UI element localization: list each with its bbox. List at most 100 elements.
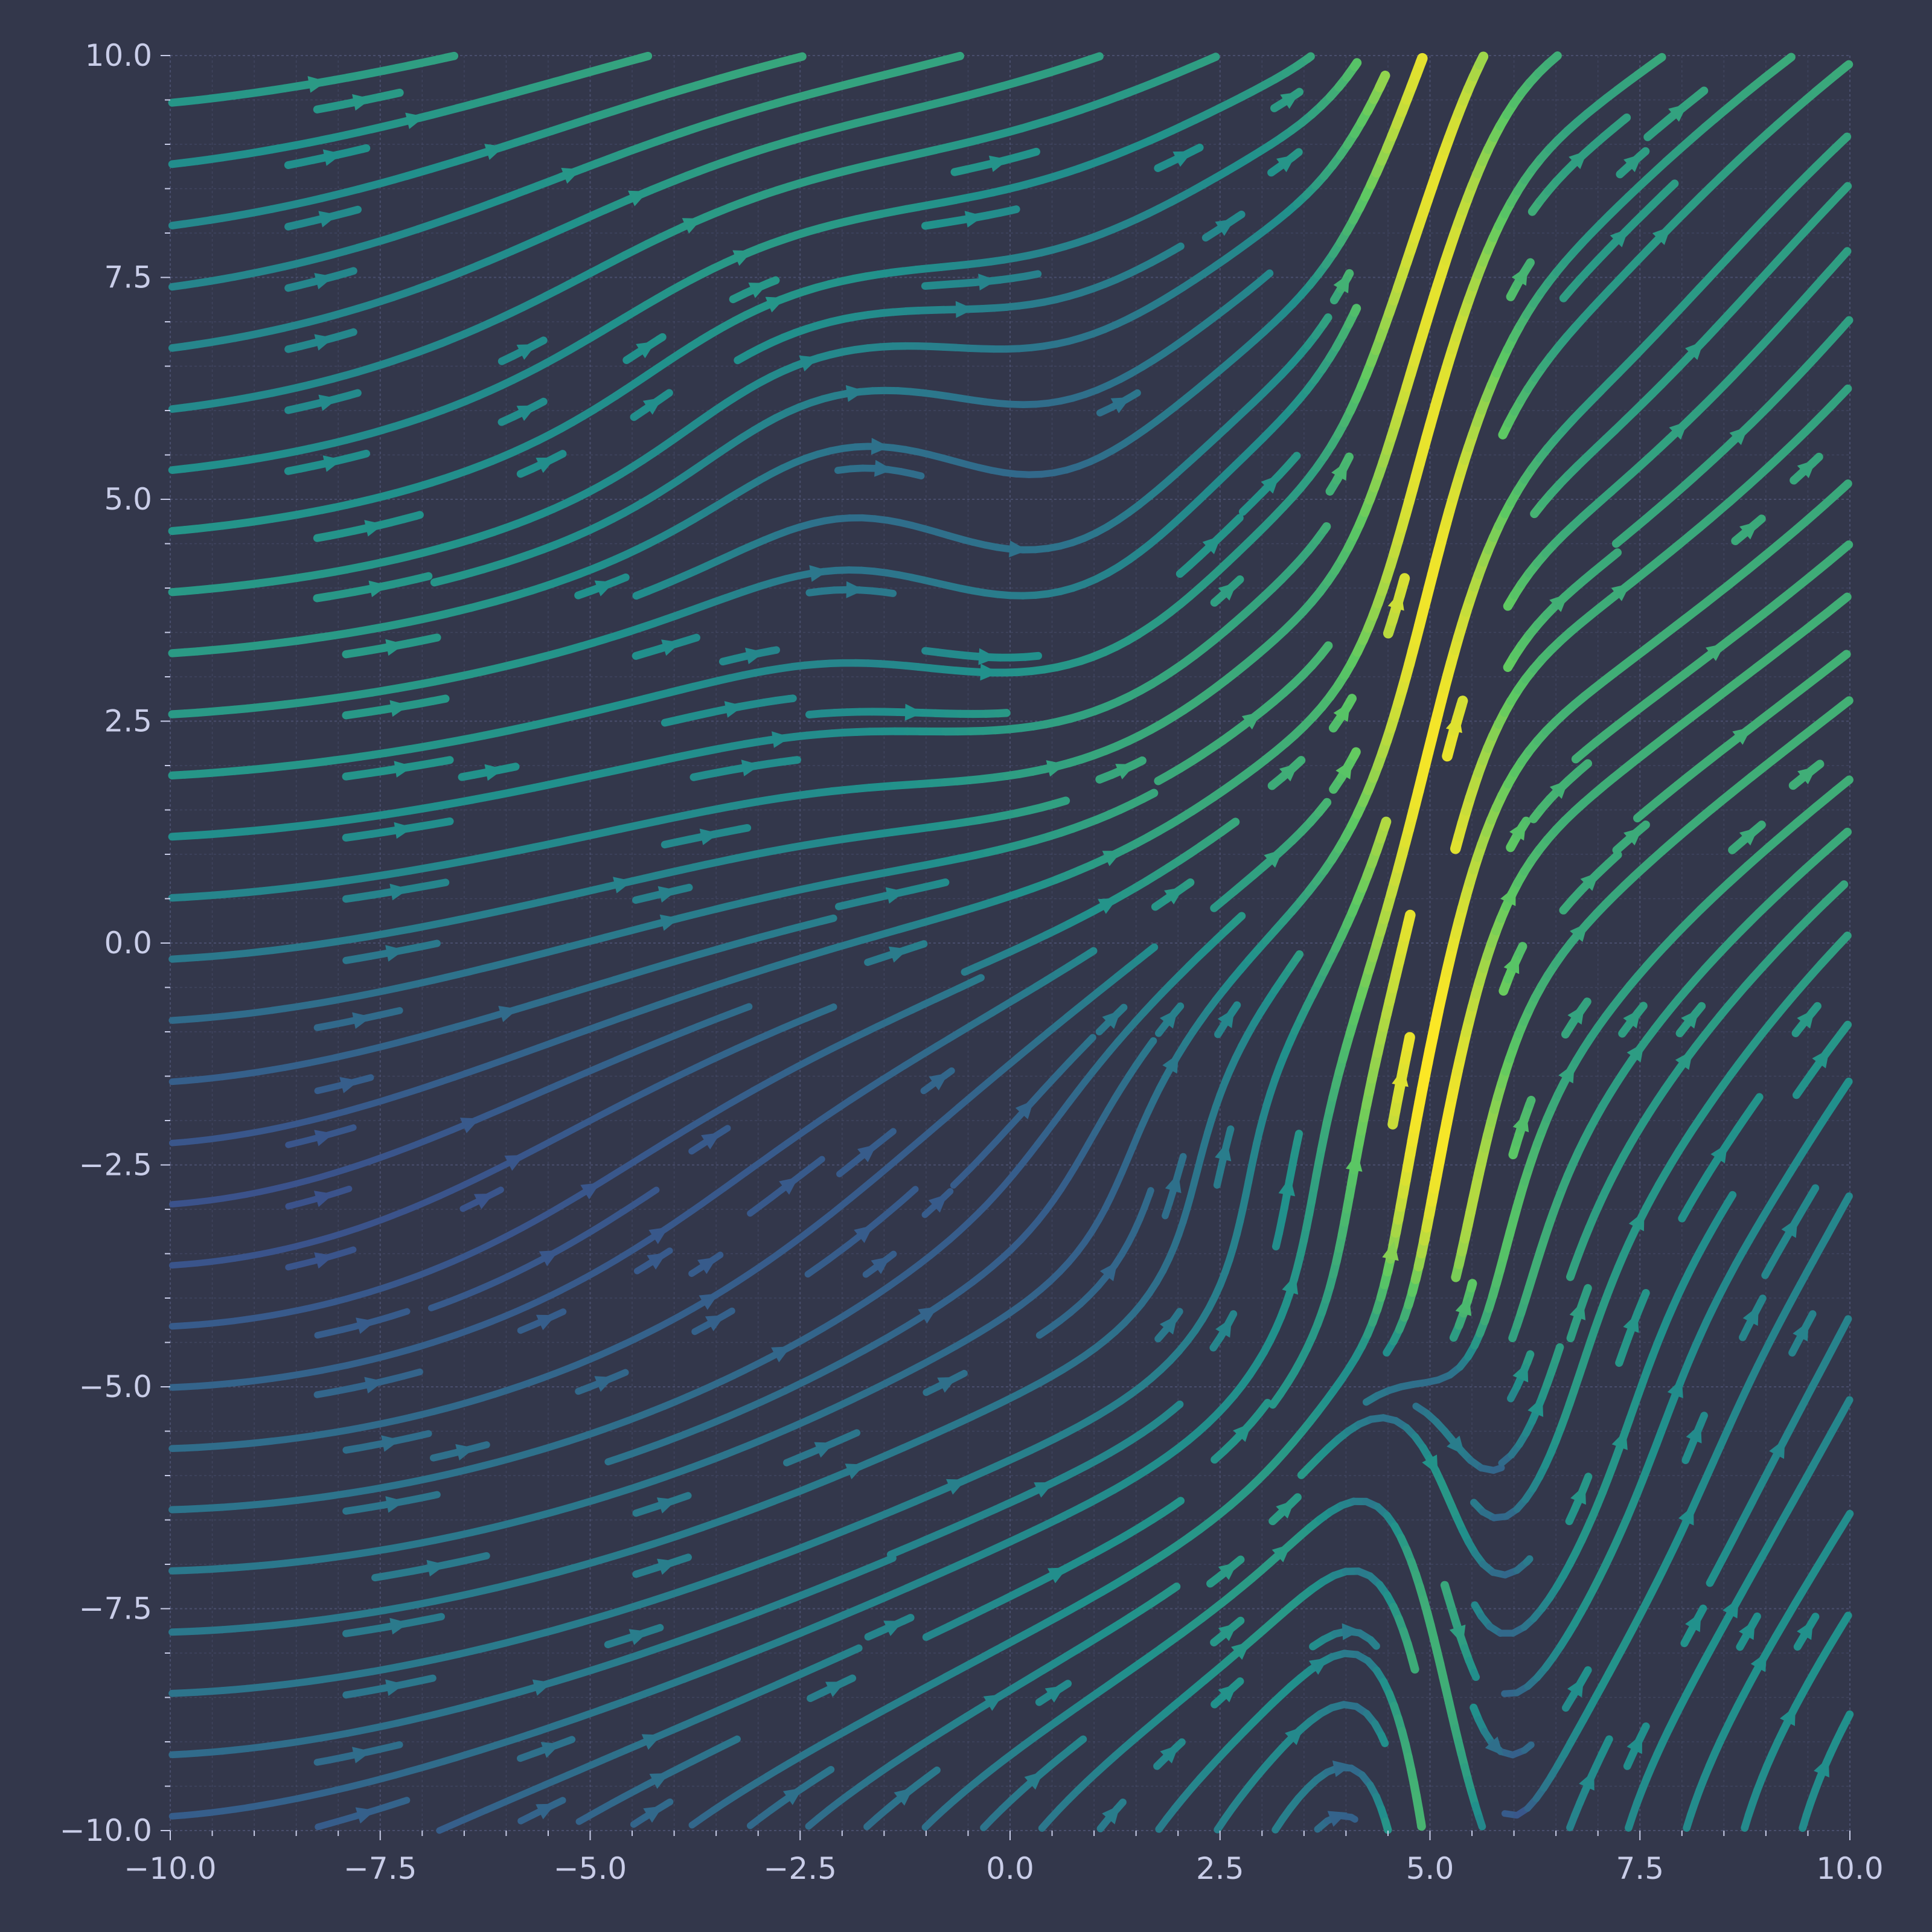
streamline-segment	[881, 588, 897, 597]
streamline-arrow	[1686, 1423, 1702, 1444]
streamline-segment	[1145, 1187, 1154, 1198]
streamline	[805, 703, 1011, 721]
streamline-arrow	[1580, 872, 1599, 891]
streamline-arrow	[1335, 760, 1352, 779]
streamline-arrow	[473, 1193, 494, 1209]
streamline-arrow	[1218, 1562, 1238, 1580]
streamline	[1449, 1279, 1477, 1342]
streamline-arrow	[894, 1788, 913, 1806]
streamline	[168, 788, 1159, 1024]
streamline-arrow	[1215, 1317, 1232, 1338]
streamline-arrow	[904, 703, 924, 721]
streamline	[1625, 1396, 1854, 1832]
streamline	[1788, 1310, 1817, 1357]
streamline-arrow	[980, 664, 999, 681]
streamline-segment	[680, 1492, 692, 1501]
streamline-segment	[1840, 827, 1852, 839]
streamline	[285, 1124, 357, 1148]
streamline-arrow	[772, 731, 791, 748]
streamline-segment	[1403, 1032, 1415, 1052]
streamline	[633, 1247, 673, 1275]
streamline-arrow	[1218, 582, 1238, 601]
streamline-arrow	[613, 877, 633, 894]
streamline-segment	[1806, 1310, 1817, 1322]
streamline-arrow	[1308, 1657, 1329, 1675]
streamline	[1154, 1002, 1185, 1037]
streamline-segment	[840, 1674, 857, 1686]
streamline-arrow	[1009, 540, 1028, 558]
streamline-arrow	[355, 1807, 376, 1824]
streamline	[1503, 548, 1622, 672]
streamline	[1095, 756, 1147, 784]
streamline-segment	[429, 878, 450, 889]
streamline-segment	[429, 1491, 441, 1500]
streamline	[1612, 820, 1650, 855]
streamline-segment	[741, 1003, 753, 1012]
streamline-segment	[1835, 650, 1851, 664]
streamline-arrow	[1623, 827, 1643, 846]
streamline-segment	[1724, 1191, 1737, 1206]
streamline	[1440, 1581, 1480, 1681]
streamline-arrow	[1814, 1757, 1829, 1777]
streamline	[691, 1307, 735, 1335]
streamline	[1154, 641, 1333, 785]
streamline	[923, 1369, 968, 1396]
streamline-arrow	[594, 1376, 615, 1392]
streamline-segment	[417, 1430, 432, 1439]
streamline	[1503, 247, 1852, 611]
streamline-arrow	[1549, 780, 1569, 799]
streamline	[1412, 1403, 1505, 1474]
streamline-arrow	[659, 914, 680, 931]
streamline-arrow	[1346, 1152, 1363, 1172]
streamline	[168, 304, 1361, 718]
streamline	[314, 1308, 411, 1339]
streamline-segment	[1523, 1555, 1534, 1566]
streamline-arrow	[1264, 849, 1284, 868]
streamline-segment	[1640, 1722, 1650, 1735]
streamline	[168, 1554, 897, 1759]
streamline	[168, 816, 1392, 1697]
streamline	[1210, 1616, 1245, 1646]
streamline-arrow	[1445, 713, 1462, 734]
streamline-segment	[479, 1441, 490, 1450]
streamline-arrow	[1570, 1485, 1586, 1505]
streamline	[313, 1741, 403, 1766]
streamline-segment	[1521, 1741, 1535, 1754]
streamline-arrow	[771, 1346, 792, 1363]
streamline-arrow	[1333, 702, 1351, 722]
streamline-arrow	[594, 580, 615, 597]
streamline-arrow	[394, 822, 414, 839]
streamline	[574, 573, 630, 600]
streamline	[1559, 850, 1622, 915]
streamline-arrow	[394, 761, 414, 778]
streamline-segment	[1579, 1284, 1592, 1305]
streamline-arrow	[389, 700, 409, 717]
streamline-segment	[1514, 942, 1527, 959]
streamline-arrow	[1681, 1009, 1700, 1029]
streamline	[1214, 1701, 1389, 1834]
streamline-segment	[1138, 788, 1159, 804]
streamline	[1151, 878, 1195, 911]
streamline	[922, 1497, 1185, 1641]
streamline-arrow	[1769, 1439, 1785, 1459]
streamline-arrow	[1781, 1218, 1798, 1238]
streamline-arrow	[1015, 1100, 1034, 1119]
streamline	[168, 71, 1390, 597]
streamline-segment	[1316, 641, 1333, 661]
streamline-arrow	[1675, 1050, 1693, 1070]
streamline-arrow	[649, 1773, 670, 1789]
streamline	[805, 581, 897, 598]
streamline	[168, 53, 1666, 1147]
streamline-arrow	[857, 1144, 877, 1162]
streamline-segment	[642, 1186, 660, 1200]
streamline-arrow	[1099, 1261, 1118, 1282]
streamline-segment	[1839, 1509, 1854, 1529]
streamline	[1741, 1611, 1852, 1832]
streamline-segment	[1841, 1192, 1853, 1208]
streamline	[1383, 573, 1410, 639]
streamline-segment	[388, 1007, 403, 1016]
streamline-arrow	[846, 581, 865, 598]
streamline-arrow	[1218, 1623, 1238, 1642]
streamline	[168, 1003, 753, 1208]
streamline-arrow	[1509, 820, 1526, 841]
